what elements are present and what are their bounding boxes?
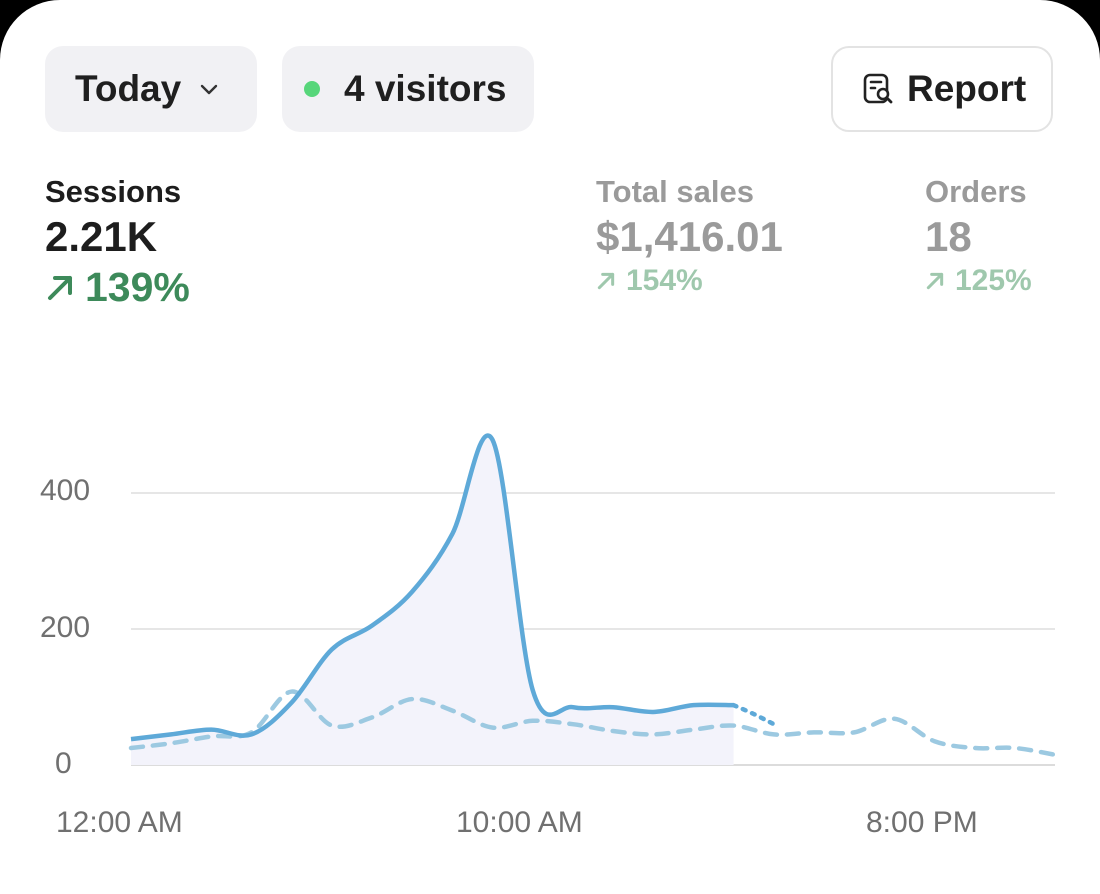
x-tick-label: 8:00 PM [866,806,978,839]
chevron-down-icon [201,84,218,95]
y-tick-label: 400 [40,474,91,507]
arrow-up-right-icon [48,275,72,300]
arrow-up-right-icon [597,272,615,290]
date-range-dropdown[interactable]: Today [45,46,257,132]
live-visitors-button[interactable]: 4 visitors [282,46,534,132]
sessions-delta: 139% [45,264,190,311]
orders-label: Orders [925,174,1027,209]
sessions-delta-value: 139% [85,264,190,310]
orders-delta-value: 125% [955,264,1032,297]
total-sales-label: Total sales [596,174,754,209]
total-sales-metric[interactable]: Total sales $1,416.01 154% [596,174,783,298]
comparison-series-line [128,689,1058,758]
y-tick-label: 0 [55,747,72,780]
x-tick-label: 12:00 AM [56,806,183,839]
current-series-line [130,433,734,742]
report-search-icon [863,73,893,104]
area-fill [131,435,734,765]
live-visitors-label: 4 visitors [344,68,507,109]
orders-value: 18 [925,213,972,260]
live-status-dot-icon [304,81,320,97]
sessions-metric[interactable]: Sessions 2.21K 139% [45,174,190,311]
x-tick-label: 10:00 AM [456,806,583,839]
orders-metric[interactable]: Orders 18 125% [925,174,1032,298]
total-sales-value: $1,416.01 [596,213,783,260]
total-sales-delta-value: 154% [626,264,703,297]
y-tick-label: 200 [40,611,91,644]
arrow-up-right-icon [926,272,944,290]
date-range-label: Today [75,68,182,109]
report-button[interactable]: Report [831,46,1053,132]
report-label: Report [907,68,1027,109]
current-series-projection [731,702,777,727]
orders-delta: 125% [925,264,1032,298]
total-sales-delta: 154% [596,264,783,298]
sessions-label: Sessions [45,174,182,209]
sessions-value: 2.21K [45,213,158,260]
